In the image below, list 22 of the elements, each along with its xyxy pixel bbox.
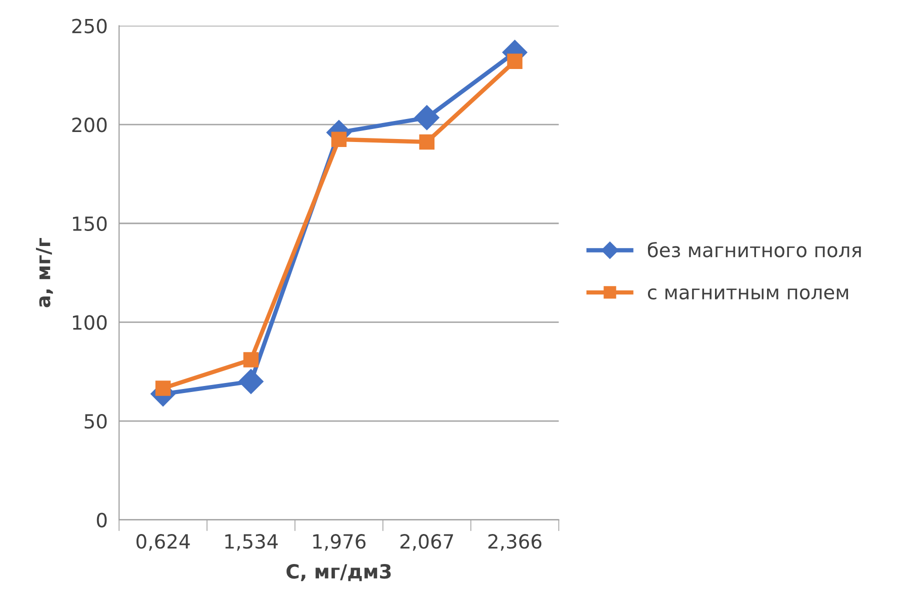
y-axis-title: а, мг/г	[36, 238, 53, 308]
y-tick-label: 0	[96, 512, 107, 528]
x-tick-label: 1,976	[313, 534, 366, 551]
point	[238, 369, 264, 394]
point	[331, 132, 347, 148]
point	[155, 380, 171, 396]
x-tick-label: 2,067	[400, 534, 454, 551]
x-tick-label: 1,534	[225, 534, 278, 551]
legend-label: с магнитным полем	[648, 288, 848, 300]
point	[414, 105, 440, 130]
point	[419, 134, 434, 150]
y-tick-label: 250	[72, 18, 107, 34]
x-axis-title: С, мг/дм3	[286, 564, 391, 582]
point	[507, 54, 522, 69]
y-tick-label: 100	[72, 315, 107, 330]
y-tick-label: 50	[84, 414, 107, 429]
x-tick-label: 0,624	[136, 534, 190, 551]
point	[243, 352, 259, 368]
legend-label: без магнитного поля	[648, 242, 861, 258]
x-tick-label: 2,366	[488, 534, 542, 551]
y-tick-label: 200	[72, 118, 107, 132]
y-tick-label: 150	[72, 216, 107, 232]
